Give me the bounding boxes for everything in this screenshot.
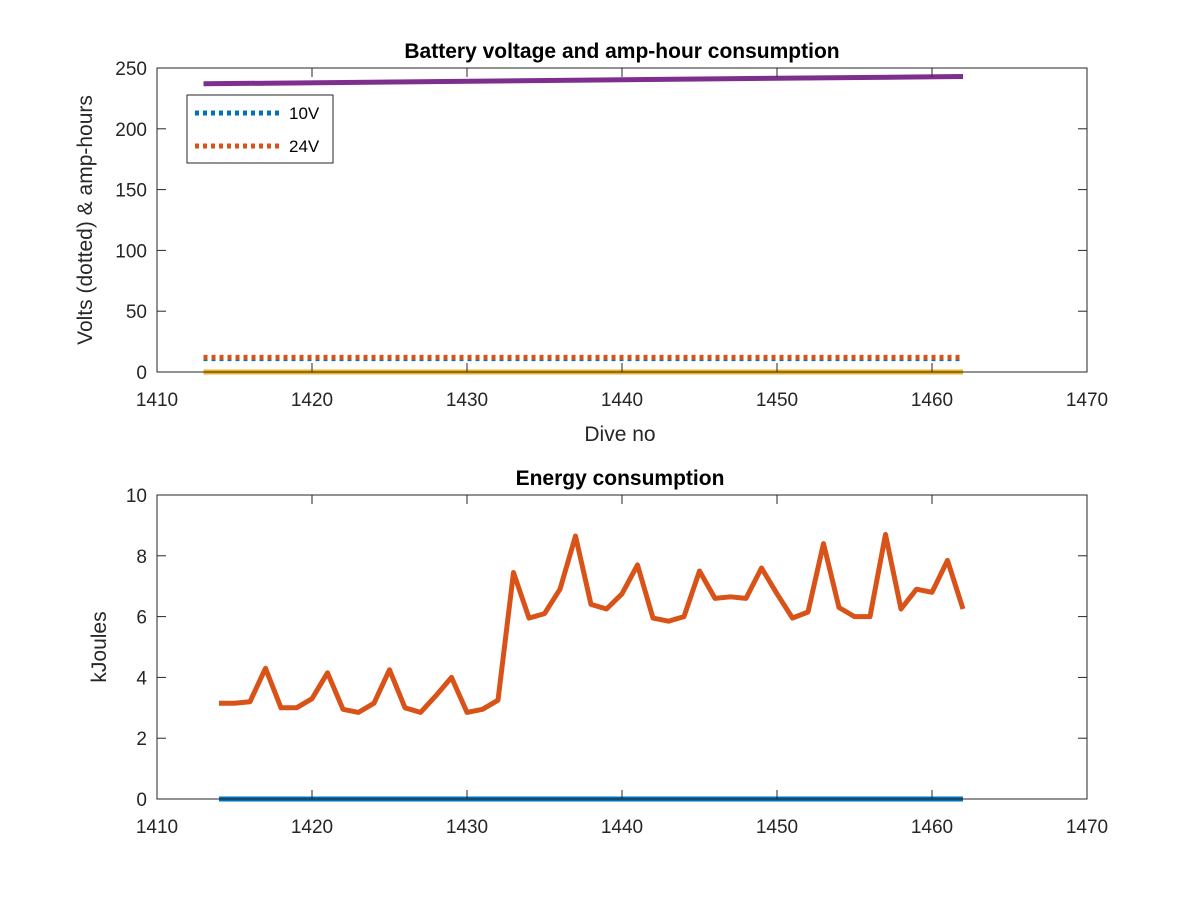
energy-y-tick-label: 10	[126, 486, 147, 507]
voltage-series-purple-line	[203, 74, 964, 87]
energy-y-axis-label: kJoules	[88, 611, 111, 682]
energy-x-tick-label: 1430	[446, 817, 488, 838]
voltage-x-tick-label: 1460	[911, 390, 953, 411]
energy-x-tick-label: 1440	[601, 817, 643, 838]
voltage-x-tick-label: 1430	[446, 390, 488, 411]
legend-label-10v: 10V	[289, 104, 320, 123]
energy-ticks: 1410 1420 1430 1440 1450 1460 1470 0 2 4 6 8 10	[126, 486, 1108, 838]
voltage-x-axis-label: Dive no	[584, 423, 655, 446]
energy-series-orange-line	[219, 532, 966, 715]
legend-label-24v: 24V	[289, 137, 320, 156]
energy-x-tick-label: 1420	[291, 817, 333, 838]
energy-chart-title: Energy consumption	[516, 467, 725, 490]
voltage-x-tick-label: 1440	[601, 390, 643, 411]
legend-box	[186, 94, 334, 164]
energy-y-tick-label: 6	[136, 608, 147, 629]
voltage-y-tick-label: 200	[115, 120, 147, 141]
energy-x-tick-label: 1470	[1066, 817, 1108, 838]
voltage-y-axis-label: Volts (dotted) & amp-hours	[74, 95, 97, 345]
energy-plot-area	[157, 495, 1087, 799]
energy-x-tick-label: 1410	[136, 817, 178, 838]
voltage-y-tick-label: 250	[115, 59, 147, 80]
voltage-x-tick-label: 1410	[136, 390, 178, 411]
energy-x-tick-label: 1460	[911, 817, 953, 838]
energy-y-tick-label: 0	[136, 790, 147, 811]
energy-y-tick-label: 4	[136, 668, 147, 689]
energy-axes: 1410 1420 1430 1440 1450 1460 1470 0 2 4 6 8 10 Ener…	[88, 467, 1108, 838]
energy-x-tick-label: 1450	[756, 817, 798, 838]
voltage-y-tick-label: 100	[115, 241, 147, 262]
voltage-y-tick-label: 50	[126, 302, 147, 323]
voltage-x-tick-label: 1420	[291, 390, 333, 411]
voltage-x-tick-label: 1450	[756, 390, 798, 411]
voltage-y-tick-label: 0	[136, 363, 147, 384]
energy-y-tick-label: 8	[136, 547, 147, 568]
voltage-y-tick-label: 150	[115, 181, 147, 202]
voltage-axes: 1410 1420 1430 1440 1450 1460 1470 0 50 100 150 200…	[74, 40, 1108, 446]
energy-y-tick-label: 2	[136, 729, 147, 750]
voltage-legend: 10V 24V	[186, 94, 334, 164]
voltage-chart-title: Battery voltage and amp-hour consumption	[404, 40, 839, 63]
voltage-ticks: 1410 1420 1430 1440 1450 1460 1470 0 50 100 150 200…	[115, 59, 1108, 411]
voltage-x-tick-label: 1470	[1066, 390, 1108, 411]
